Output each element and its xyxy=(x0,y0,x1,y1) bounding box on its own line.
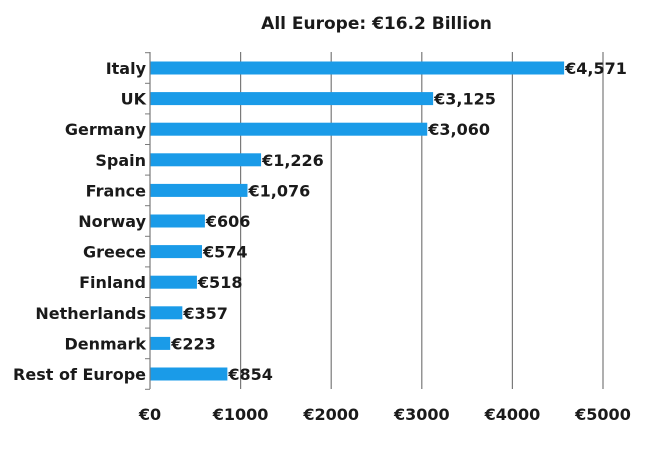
category-label: Spain xyxy=(95,151,146,170)
value-label: €4,571 xyxy=(564,59,627,78)
value-label: €854 xyxy=(227,365,273,384)
bar xyxy=(150,275,197,289)
value-label: €1,076 xyxy=(247,181,310,200)
bar xyxy=(150,92,434,106)
bar xyxy=(150,245,203,259)
x-tick-label: €2000 xyxy=(302,405,359,424)
labels: €0 €1000 €2000 €3000 €4000 €5000 Italy €4,571 UK… xyxy=(13,59,631,424)
bar xyxy=(150,336,171,350)
category-label: Rest of Europe xyxy=(13,365,146,384)
x-tick-label: €0 xyxy=(138,405,161,424)
category-label: Germany xyxy=(65,120,147,139)
category-label: Italy xyxy=(106,59,147,78)
gridlines xyxy=(240,52,604,389)
value-label: €3,125 xyxy=(433,90,496,109)
bar xyxy=(150,367,228,381)
x-tick-label: €3000 xyxy=(393,405,450,424)
x-tick-label: €5000 xyxy=(574,405,631,424)
category-label: Netherlands xyxy=(35,304,146,323)
bar xyxy=(150,183,248,197)
category-label: Greece xyxy=(83,243,146,262)
bar xyxy=(150,122,428,136)
chart-title: All Europe: €16.2 Billion xyxy=(261,14,492,34)
x-tick-label: €4000 xyxy=(484,405,541,424)
bar xyxy=(150,153,262,167)
category-label: Norway xyxy=(78,212,146,231)
category-label: Denmark xyxy=(64,334,146,353)
value-label: €1,226 xyxy=(261,151,324,170)
value-label: €606 xyxy=(205,212,251,231)
category-label: Finland xyxy=(79,273,146,292)
category-label: France xyxy=(86,181,146,200)
axes xyxy=(145,52,151,390)
bar xyxy=(150,61,565,75)
bars xyxy=(150,61,565,381)
value-label: €223 xyxy=(170,334,216,353)
value-label: €574 xyxy=(202,243,248,262)
x-tick-label: €1000 xyxy=(212,405,269,424)
value-label: €3,060 xyxy=(427,120,490,139)
category-label: UK xyxy=(121,90,147,109)
bar xyxy=(150,306,183,320)
bar xyxy=(150,214,205,228)
value-label: €518 xyxy=(197,273,243,292)
value-label: €357 xyxy=(182,304,228,323)
